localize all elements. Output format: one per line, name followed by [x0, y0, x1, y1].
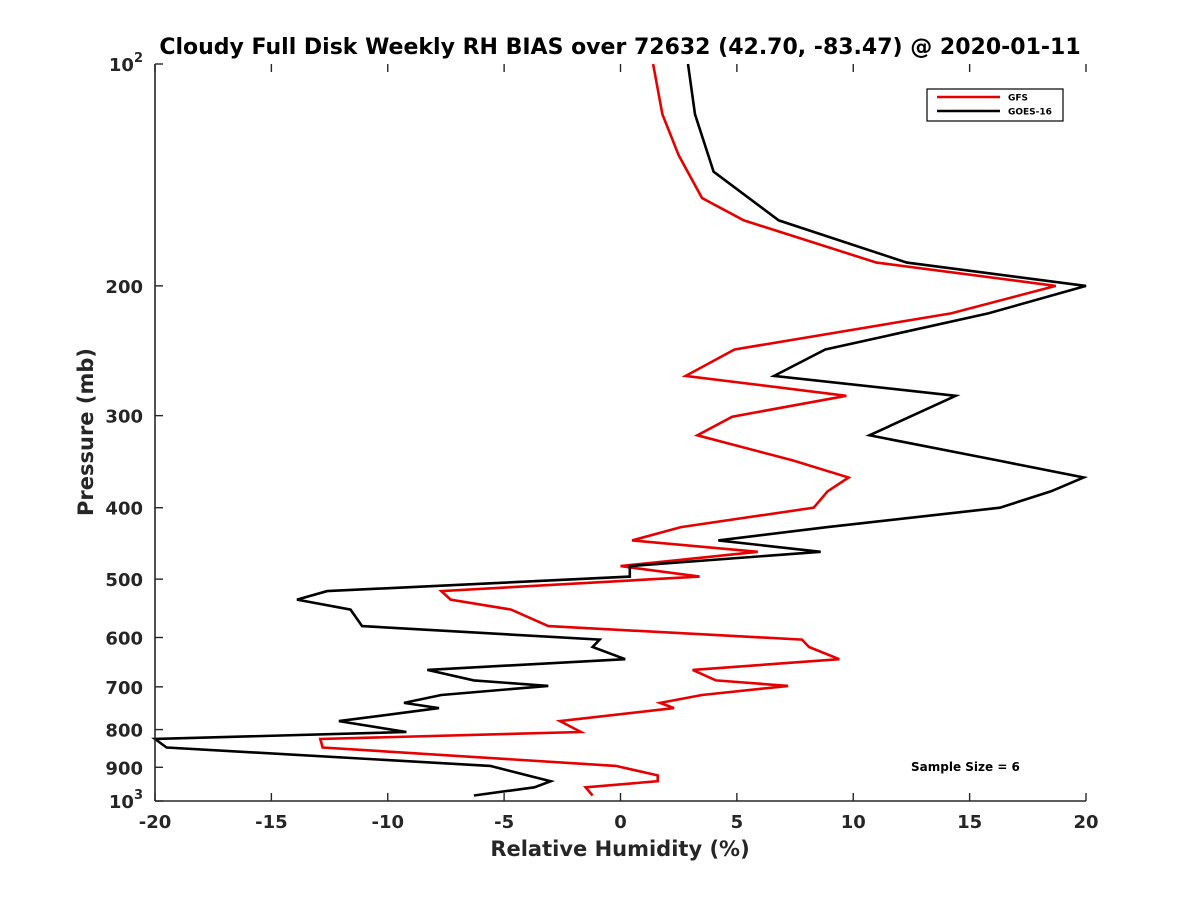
y-tick-label: 300: [105, 407, 143, 428]
y-axis-label: Pressure (mb): [74, 348, 98, 516]
y-tick-label: 500: [105, 570, 143, 591]
y-tick-label: 200: [105, 277, 143, 298]
y-tick-label: 102: [109, 51, 143, 76]
legend-label-goes-16: GOES-16: [1008, 108, 1052, 118]
x-ticks: -20 -15 -10 -5 0 5 10 15 20: [139, 64, 1099, 833]
y-tick-label: 400: [105, 499, 143, 520]
x-tick-label: 5: [731, 812, 744, 833]
series-line-goes-16: [151, 63, 1089, 797]
legend-label-gfs: GFS: [1008, 94, 1028, 104]
x-tick-label: -5: [494, 812, 514, 833]
legend-box: [926, 88, 1064, 122]
x-tick-label: 20: [1073, 812, 1098, 833]
x-tick-label: 10: [841, 812, 866, 833]
series-line-gfs: [318, 63, 1057, 797]
y-tick-label: 700: [105, 678, 143, 699]
sample-size-annotation: Sample Size = 6: [911, 760, 1020, 774]
legend: GFS GOES-16: [926, 88, 1064, 122]
axes-layer: [154, 64, 1086, 802]
x-axis-label: Relative Humidity (%): [490, 837, 749, 861]
y-ticks: 102 200 300 400 500 600 700 800 900 103: [105, 51, 163, 813]
y-tick-label: 103: [109, 788, 143, 813]
y-tick-label: 800: [105, 721, 143, 742]
x-tick-label: 15: [957, 812, 982, 833]
y-tick-label: 600: [105, 628, 143, 649]
x-tick-label: -20: [139, 812, 172, 833]
series-layer: [151, 63, 1089, 797]
y-tick-label: 900: [105, 758, 143, 779]
x-tick-label: -10: [371, 812, 404, 833]
chart-title: Cloudy Full Disk Weekly RH BIAS over 726…: [159, 35, 1080, 60]
x-tick-label: 0: [614, 812, 627, 833]
x-tick-label: -15: [255, 812, 288, 833]
